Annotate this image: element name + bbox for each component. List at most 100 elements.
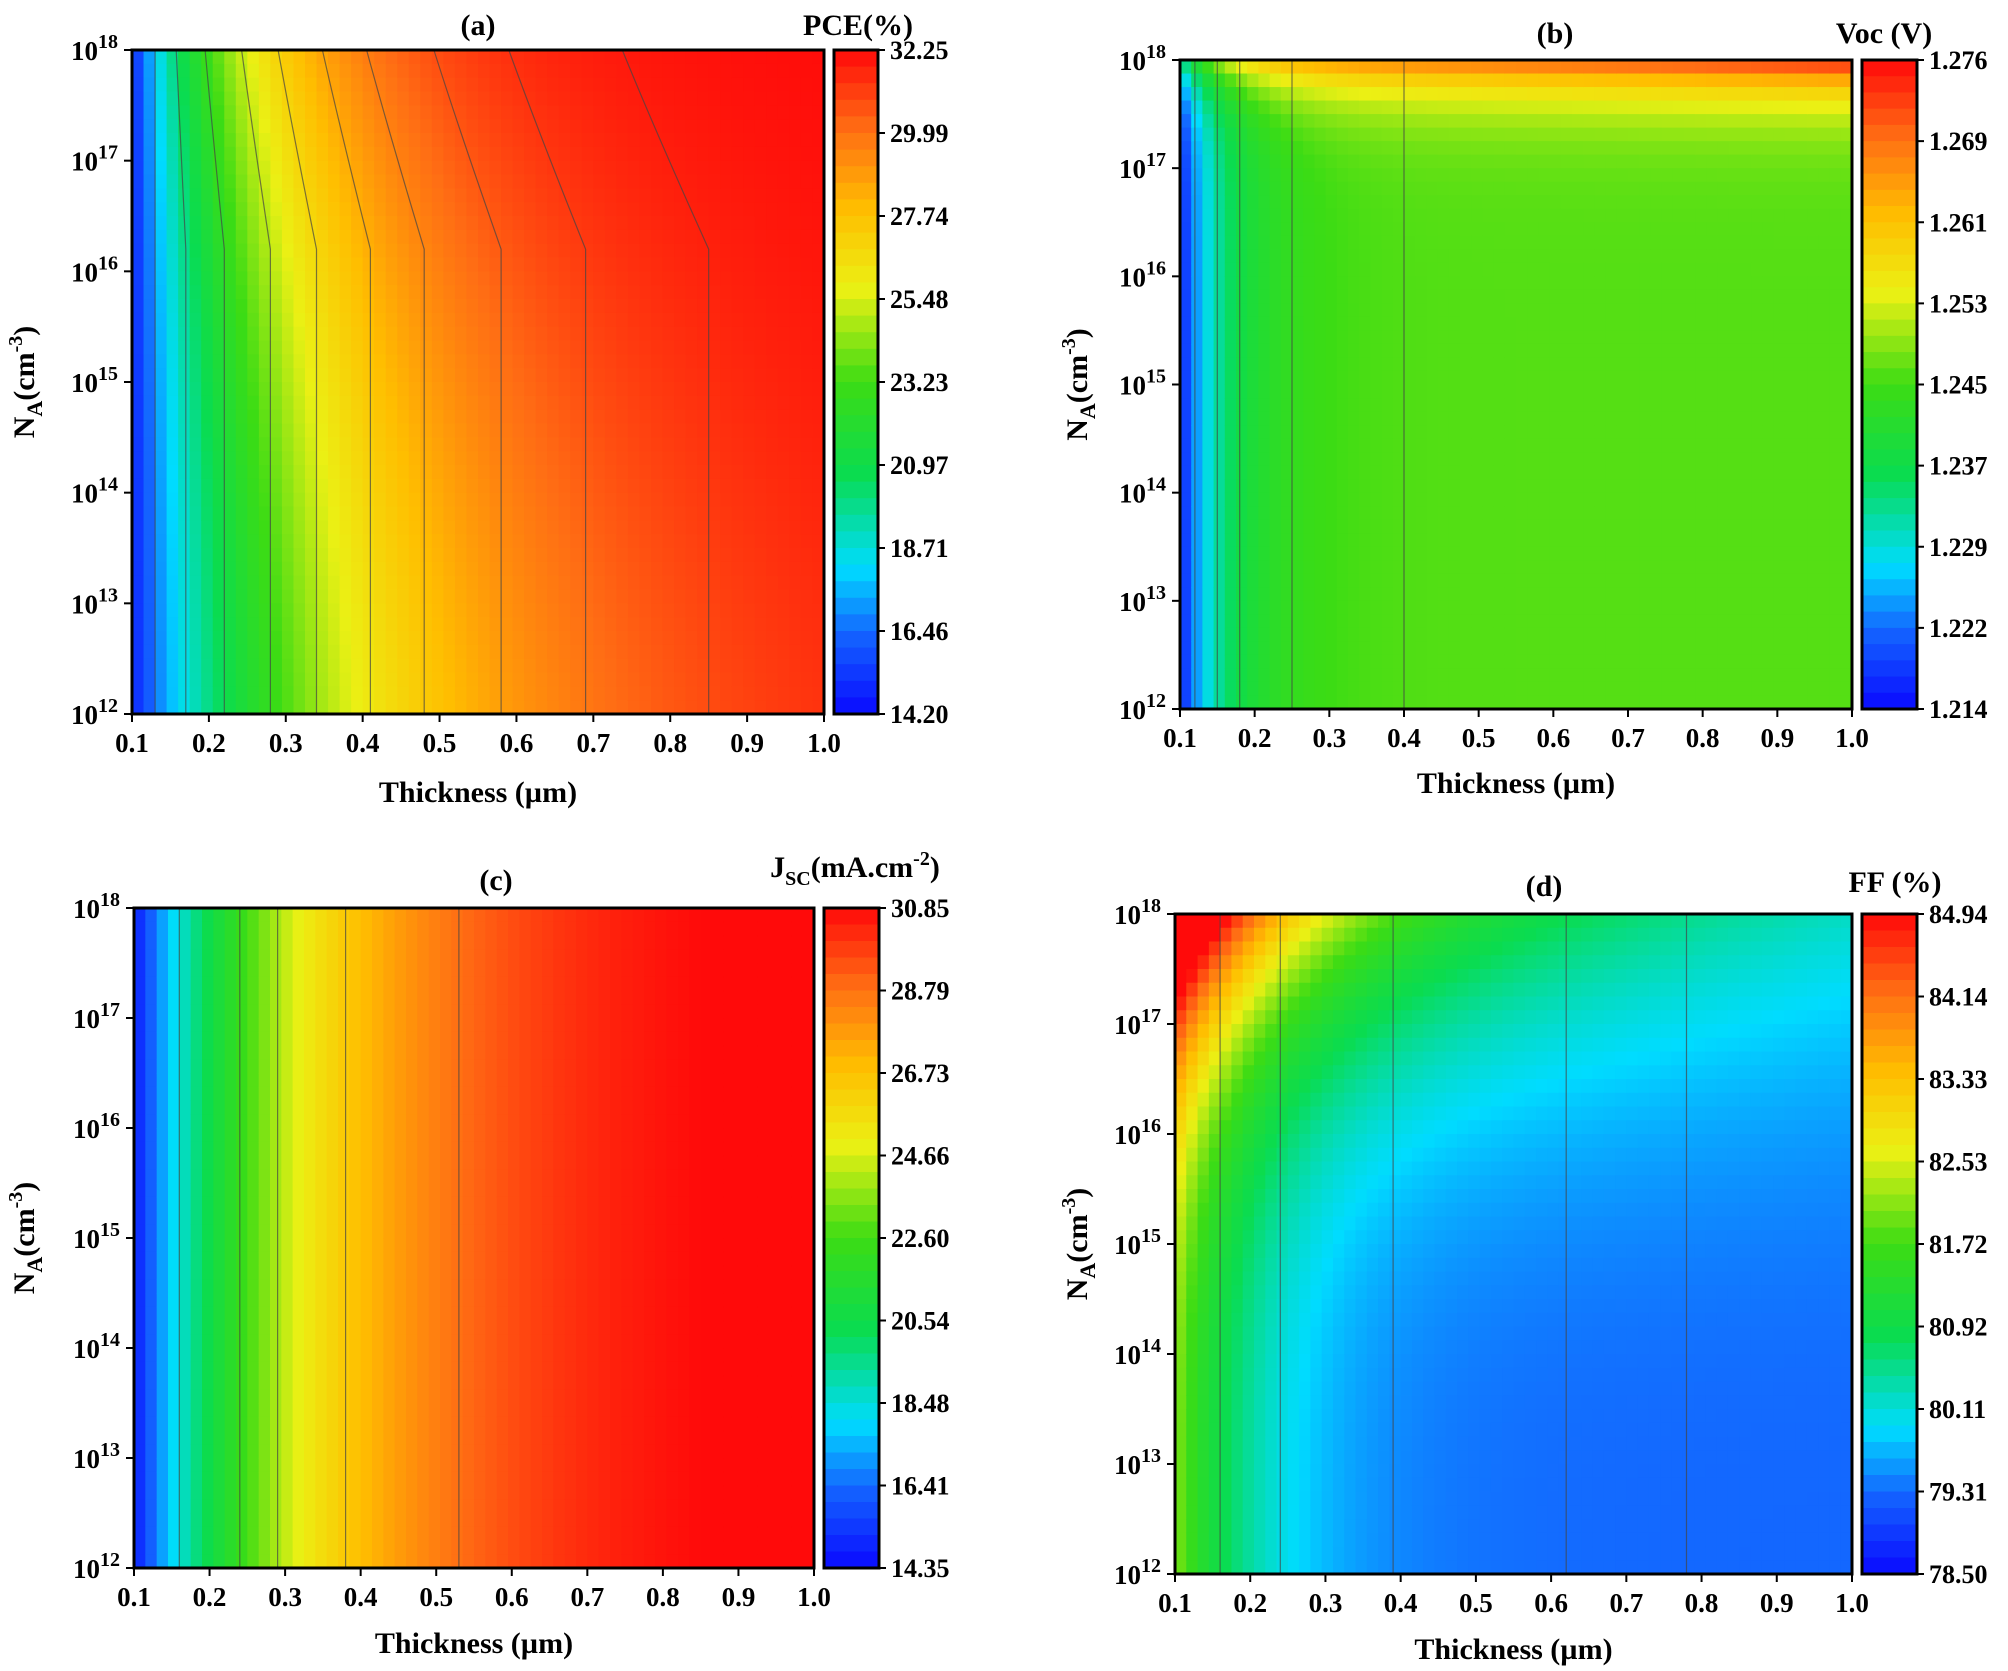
heatmap-cell bbox=[674, 506, 687, 521]
heatmap-cell bbox=[1560, 235, 1573, 250]
heatmap-cell bbox=[501, 202, 514, 217]
heatmap-cell bbox=[720, 271, 733, 286]
heatmap-cell bbox=[454, 105, 468, 120]
heatmap-cell bbox=[1247, 695, 1259, 710]
heatmap-cell bbox=[1224, 168, 1237, 183]
heatmap-cell bbox=[431, 354, 444, 369]
heatmap-cell bbox=[362, 409, 375, 425]
heatmap-cell bbox=[1460, 654, 1472, 670]
heatmap-cell bbox=[1549, 357, 1562, 372]
heatmap-cell bbox=[708, 243, 721, 259]
heatmap-cell bbox=[443, 423, 456, 438]
heatmap-cell bbox=[1426, 384, 1439, 399]
heatmap-cell bbox=[351, 589, 364, 604]
heatmap-cell bbox=[454, 188, 468, 203]
heatmap-cell bbox=[1314, 600, 1327, 615]
heatmap-cell bbox=[1527, 100, 1539, 115]
heatmap-cell bbox=[800, 644, 814, 660]
heatmap-cell bbox=[1538, 73, 1551, 88]
heatmap-cell bbox=[1493, 343, 1506, 359]
heatmap-cell bbox=[1180, 154, 1192, 169]
heatmap-cell bbox=[166, 188, 179, 203]
heatmap-cell bbox=[593, 520, 606, 535]
heatmap-cell bbox=[489, 340, 502, 355]
heatmap-cell bbox=[1460, 533, 1472, 548]
heatmap-cell bbox=[1213, 600, 1226, 615]
heatmap-cell bbox=[466, 63, 479, 79]
heatmap-cell bbox=[316, 188, 329, 203]
heatmap-cell bbox=[212, 257, 225, 272]
heatmap-cell bbox=[1325, 303, 1338, 318]
heatmap-cell bbox=[408, 478, 421, 494]
heatmap-cell bbox=[1426, 316, 1439, 332]
heatmap-cell bbox=[305, 451, 318, 466]
heatmap-cell bbox=[674, 548, 687, 563]
heatmap-cell bbox=[1269, 641, 1282, 656]
heatmap-cell bbox=[743, 368, 756, 383]
heatmap-cell bbox=[1336, 668, 1349, 683]
heatmap-cell bbox=[212, 312, 225, 328]
heatmap-cell bbox=[1258, 465, 1271, 480]
heatmap-cell bbox=[743, 409, 756, 425]
heatmap-cell bbox=[1460, 438, 1472, 453]
heatmap-cell bbox=[581, 50, 594, 65]
heatmap-cell bbox=[524, 50, 537, 65]
heatmap-cell bbox=[731, 216, 744, 231]
heatmap-cell bbox=[166, 437, 179, 452]
heatmap-cell bbox=[524, 700, 537, 715]
heatmap-cell bbox=[581, 91, 594, 106]
heatmap-cell bbox=[800, 617, 814, 632]
heatmap-cell bbox=[374, 589, 387, 604]
heatmap-cell bbox=[777, 631, 790, 646]
heatmap-cell bbox=[166, 354, 179, 369]
heatmap-cell bbox=[1370, 614, 1383, 629]
heatmap-cell bbox=[1292, 357, 1304, 372]
heatmap-cell bbox=[339, 271, 352, 286]
heatmap-cell bbox=[1236, 316, 1248, 332]
heatmap-cell bbox=[224, 146, 237, 162]
heatmap-cell bbox=[558, 105, 571, 120]
heatmap-cell bbox=[1247, 87, 1259, 102]
heatmap-cell bbox=[466, 603, 479, 618]
heatmap-cell bbox=[397, 644, 410, 660]
heatmap-cell bbox=[697, 326, 710, 342]
heatmap-cell bbox=[1628, 600, 1640, 615]
heatmap-cell bbox=[1258, 249, 1271, 264]
heatmap-cell bbox=[201, 299, 214, 314]
heatmap-cell bbox=[420, 77, 433, 93]
heatmap-cell bbox=[408, 299, 421, 314]
heatmap-cell bbox=[1538, 87, 1551, 102]
heatmap-cell bbox=[1628, 357, 1640, 372]
heatmap-cell bbox=[627, 202, 641, 217]
heatmap-cell bbox=[316, 368, 329, 383]
heatmap-cell bbox=[1224, 370, 1237, 386]
heatmap-cell bbox=[512, 644, 525, 660]
heatmap-cell bbox=[1404, 208, 1416, 223]
heatmap-cell bbox=[1504, 154, 1517, 169]
heatmap-cell bbox=[408, 644, 421, 660]
heatmap-cell bbox=[524, 686, 537, 701]
heatmap-cell bbox=[397, 299, 410, 314]
heatmap-cell bbox=[697, 423, 710, 438]
heatmap-cell bbox=[1504, 370, 1517, 386]
heatmap-cell bbox=[1292, 668, 1304, 683]
heatmap-cell bbox=[685, 271, 698, 286]
heatmap-cell bbox=[731, 395, 744, 411]
heatmap-cell bbox=[1426, 425, 1439, 440]
heatmap-cell bbox=[189, 63, 202, 79]
heatmap-cell bbox=[570, 672, 583, 687]
heatmap-cell bbox=[1280, 330, 1293, 345]
heatmap-cell bbox=[374, 271, 387, 286]
heatmap-cell bbox=[604, 354, 617, 369]
heatmap-cell bbox=[385, 50, 398, 65]
heatmap-cell bbox=[1258, 262, 1271, 277]
heatmap-cell bbox=[1460, 411, 1472, 426]
heatmap-cell bbox=[1191, 614, 1203, 629]
heatmap-cell bbox=[1437, 100, 1450, 115]
heatmap-cell bbox=[524, 188, 537, 203]
heatmap-cell bbox=[281, 686, 295, 701]
heatmap-cell bbox=[1314, 316, 1327, 332]
heatmap-cell bbox=[270, 382, 283, 397]
heatmap-cell bbox=[489, 506, 502, 521]
heatmap-cell bbox=[431, 216, 444, 231]
